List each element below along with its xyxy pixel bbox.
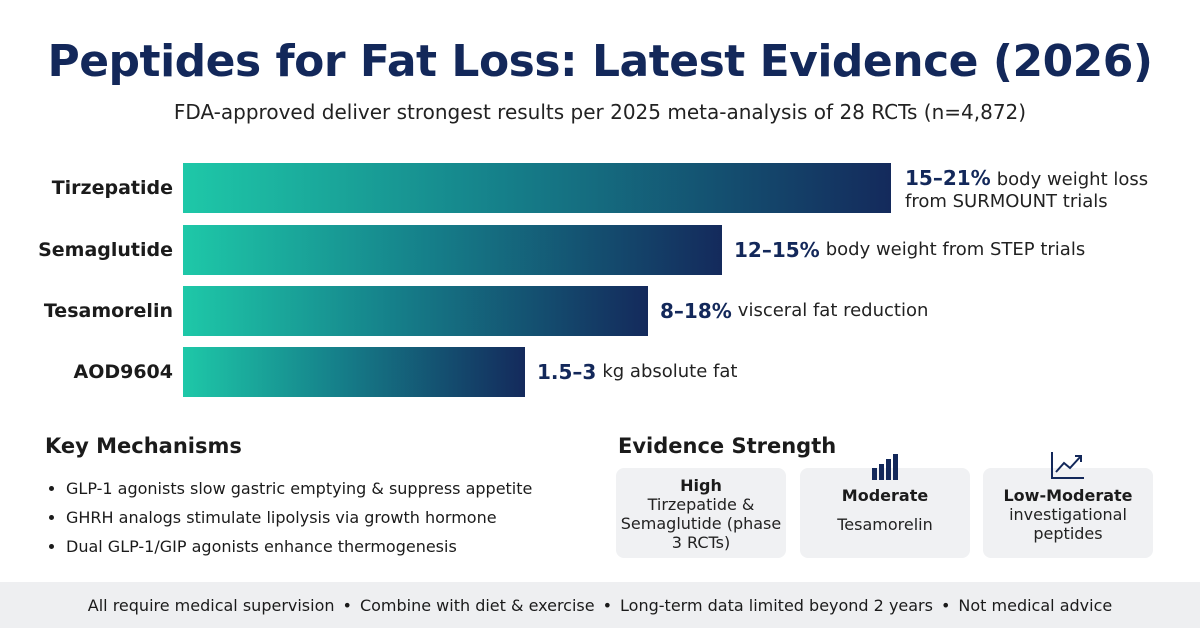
footer-item: Not medical advice xyxy=(958,595,1113,615)
value-text: kg absolute fat xyxy=(602,361,738,382)
bar-icon xyxy=(872,454,898,480)
evidence-card: Low-Moderate investigational peptides xyxy=(983,452,1153,558)
evidence-level: Low-Moderate xyxy=(1003,486,1133,505)
evidence-level: High xyxy=(680,476,722,495)
section-title: Evidence Strength xyxy=(618,434,837,458)
row: Semaglutide 12–15% body weight from STEP … xyxy=(0,225,1200,275)
row: Tirzepatide 15–21% body weight loss from … xyxy=(0,163,1200,213)
bar xyxy=(183,286,648,336)
separator: • xyxy=(940,595,951,615)
highlight: 8–18% xyxy=(660,299,732,323)
section-title: Key Mechanisms xyxy=(45,434,242,458)
highlight: 15–21% xyxy=(905,166,991,190)
row-value: 12–15% body weight from STEP trials xyxy=(734,225,1085,275)
mechanism: Dual GLP-1/GIP agonists enhance thermoge… xyxy=(66,532,532,561)
row-value: 15–21% body weight loss from SURMOUNT tri… xyxy=(905,163,1155,217)
row-label: Tirzepatide xyxy=(51,177,173,199)
row-label: Tesamorelin xyxy=(43,300,173,322)
highlight: 12–15% xyxy=(734,238,820,262)
evidence-card: Moderate Tesamorelin xyxy=(800,454,970,558)
row-value: 8–18% visceral fat reduction xyxy=(660,286,928,336)
row-label: AOD9604 xyxy=(73,361,173,383)
title: Peptides for Fat Loss: Latest Evidence (… xyxy=(47,36,1153,87)
row: Tesamorelin 8–18% visceral fat reduction xyxy=(0,286,1200,336)
bar xyxy=(183,225,722,275)
row-label: Semaglutide xyxy=(38,239,173,261)
footer-item: All require medical supervision xyxy=(87,595,335,615)
value-text: visceral fat reduction xyxy=(737,300,929,321)
value-text: body weight from STEP trials xyxy=(825,239,1086,260)
bar xyxy=(183,163,891,213)
trend-icon xyxy=(1051,452,1084,479)
footer-item: Long-term data limited beyond 2 years xyxy=(620,595,933,615)
mechanism: GHRH analogs stimulate lipolysis via gro… xyxy=(66,503,532,532)
evidence-text: investigational peptides xyxy=(1009,505,1127,543)
separator: • xyxy=(602,595,613,615)
mechanism: GLP-1 agonists slow gastric emptying & s… xyxy=(66,474,532,503)
evidence-text: Tesamorelin xyxy=(837,515,933,534)
evidence-level: Moderate xyxy=(841,486,929,505)
footer: All require medical supervision • Combine… xyxy=(0,582,1200,628)
separator: • xyxy=(342,595,352,615)
value-text: body weight loss from SURMOUNT trials xyxy=(905,169,1149,212)
evidence-text: Tirzepatide & Semaglutide (phase 3 RCTs) xyxy=(620,495,782,552)
mechanism-list: GLP-1 agonists slow gastric emptying & s… xyxy=(48,474,532,561)
highlight: 1.5–3 xyxy=(537,360,597,384)
row: AOD9604 1.5–3 kg absolute fat xyxy=(0,347,1200,397)
footer-item: Combine with diet & exercise xyxy=(359,595,595,615)
subtitle: FDA-approved deliver strongest results p… xyxy=(173,100,1027,124)
evidence-card: High Tirzepatide & Semaglutide (phase 3 … xyxy=(616,468,786,558)
bar xyxy=(183,347,525,397)
row-value: 1.5–3 kg absolute fat xyxy=(537,347,737,397)
